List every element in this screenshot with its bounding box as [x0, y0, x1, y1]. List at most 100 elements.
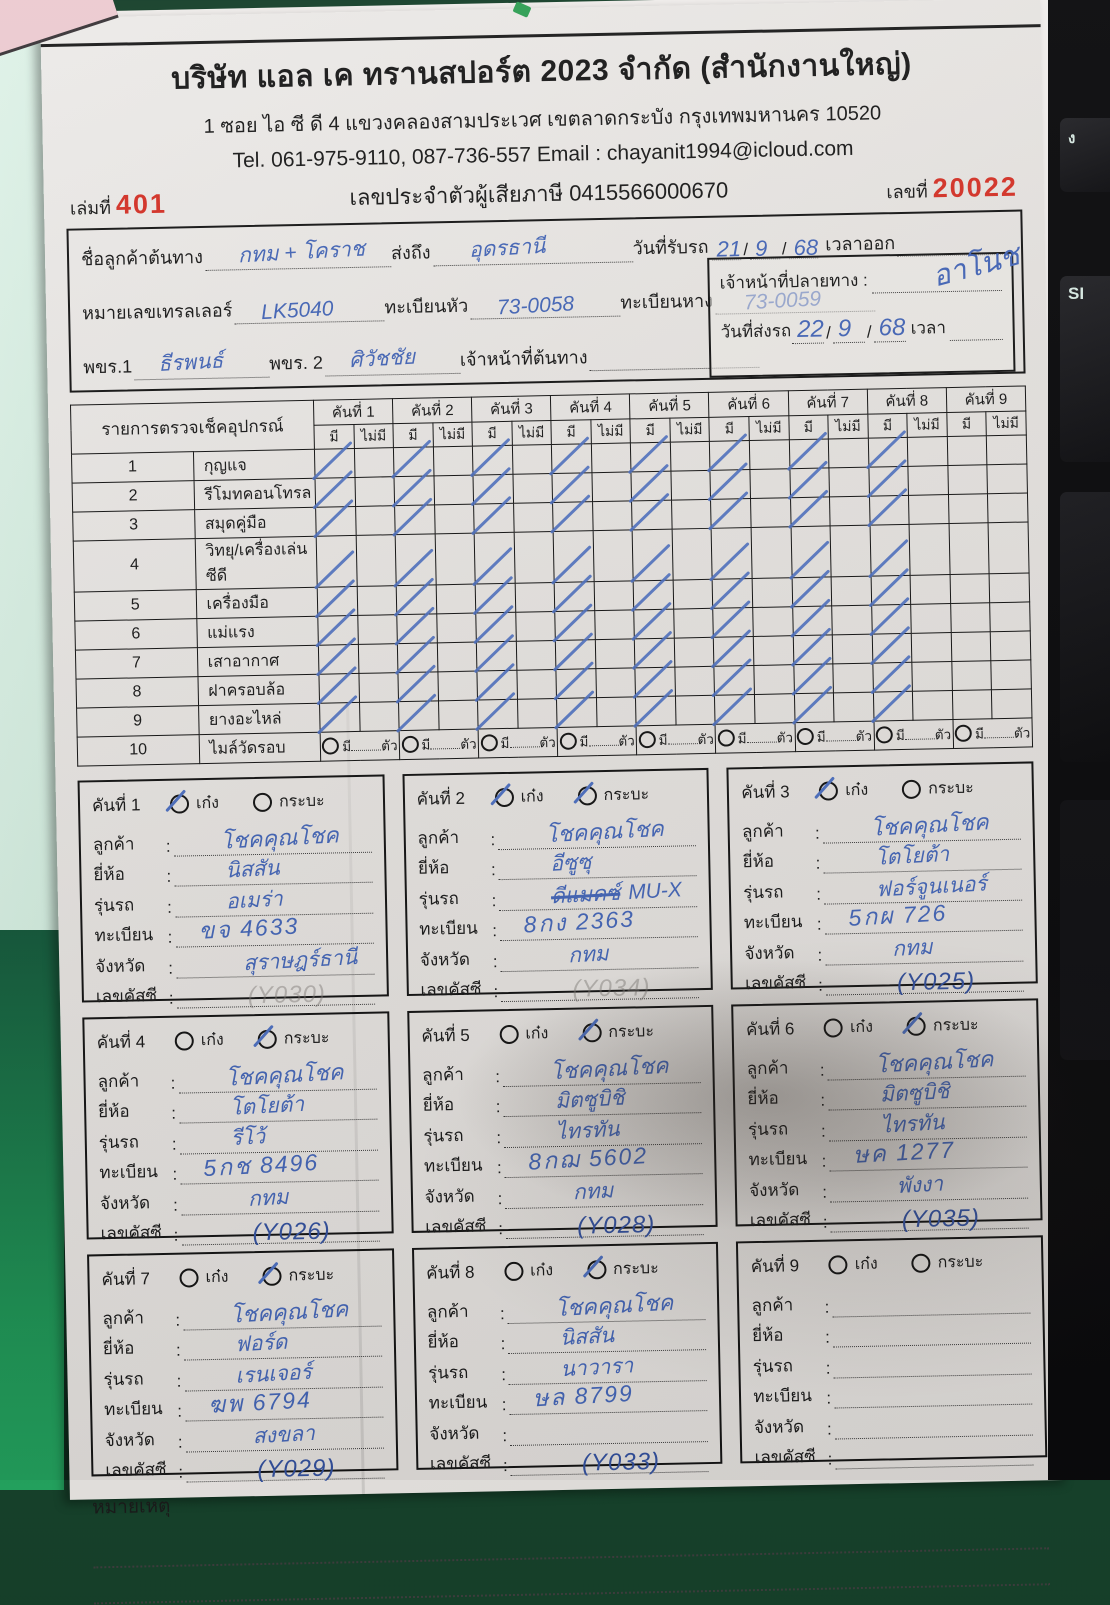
send-day-field: 22: [791, 316, 825, 345]
equipment-label: กุญแจ: [192, 449, 316, 481]
check-cell-nothave: [354, 476, 395, 507]
card-field-chassis: เลขคัสซี: (Y034): [420, 968, 700, 1004]
equipment-label: ยางอะไหล่: [198, 703, 321, 735]
field-line: กทม: [824, 935, 1024, 966]
field-line: (Y030): [176, 981, 375, 1009]
field-label: ทะเบียน: [748, 1149, 808, 1170]
nothave-col-header: ไม่มี: [907, 412, 948, 438]
colon: :: [490, 860, 496, 880]
field-value-brand: ฟอร์ด: [234, 1330, 289, 1357]
radio-icon: [954, 724, 973, 742]
keyboard-key: [1060, 800, 1110, 1060]
colon: :: [172, 1164, 178, 1184]
field-line: สุราษฎร์ธานี: [175, 946, 375, 979]
driver2-label: พขร. 2: [268, 352, 324, 374]
send-year-field: 68: [873, 314, 906, 343]
card-field-brand: ยี่ห้อ: มิตซูบิชิ: [422, 1083, 702, 1119]
field-label: จังหวัด: [424, 1186, 475, 1207]
sedan-option: เก๋ง: [179, 1265, 229, 1291]
send-day-value: 22: [796, 315, 825, 344]
pickup-option: กระบะ: [911, 1250, 983, 1276]
field-label: ยี่ห้อ: [747, 1088, 779, 1109]
check-mark: [572, 781, 594, 804]
card-title: คันที่ 4: [96, 1032, 146, 1053]
colon: :: [817, 975, 824, 995]
field-line: โชคคุณโชค: [497, 815, 697, 850]
field-line: [832, 1289, 1031, 1318]
field-label: จังหวัด: [744, 942, 795, 963]
sedan-option: เก๋ง: [174, 1028, 224, 1054]
radio-icon: [717, 729, 735, 747]
field-value-plate: 5กช 8496: [203, 1148, 321, 1182]
field-label: ยี่ห้อ: [93, 864, 126, 885]
radio-pickup-icon: [257, 1261, 282, 1286]
field-label: ทะเบียน: [419, 918, 478, 939]
vehicle-card: คันที่ 4 เก๋ง กระบะ ลูกค้า: โชคคุณโชค ยี่ห…: [82, 1011, 394, 1246]
row-number: 4: [73, 538, 196, 593]
check-cell-nothave: [911, 632, 952, 663]
check-cell-nothave: [829, 496, 870, 526]
check-cell-nothave: [754, 693, 795, 724]
vehicle-card: คันที่ 8 เก๋ง กระบะ ลูกค้า: โชคคุณโชค ยี่ห…: [411, 1241, 723, 1477]
check-cell-have: [471, 496, 514, 536]
row-number: 10: [77, 734, 200, 767]
equipment-label: สมุดคู่มือ: [194, 507, 317, 539]
radio-sedan-icon: [489, 782, 514, 808]
keyboard-key-label: ง: [1068, 130, 1076, 147]
field-label: ยี่ห้อ: [417, 858, 450, 878]
field-line: (Y028): [505, 1211, 705, 1240]
field-line: พังงา: [829, 1172, 1029, 1203]
colon: :: [819, 1060, 825, 1080]
pickup-label: กระบะ: [288, 1266, 335, 1285]
check-cell-nothave: [910, 574, 951, 605]
keyboard-key: [1060, 492, 1110, 762]
notes-section: หมายเหตุ: [92, 1473, 1050, 1605]
colon: :: [491, 890, 497, 910]
company-name: บริษัท แอล เค ทรานสปอร์ต 2023 จำกัด (สำน…: [170, 47, 912, 96]
field-label: ยี่ห้อ: [751, 1325, 784, 1346]
nothave-col-header: ไม่มี: [827, 414, 868, 439]
dotted-blank: [509, 735, 540, 748]
radio-sedan-icon: [499, 1024, 519, 1045]
card-field-province: จังหวัด: กทม: [420, 937, 699, 973]
card-field-brand: ยี่ห้อ: นิสสัน: [427, 1320, 707, 1356]
card-field-chassis: เลขคัสซี: (Y026): [100, 1211, 380, 1247]
check-cell-nothave: [513, 502, 554, 533]
colon: :: [177, 1432, 183, 1452]
colon: :: [177, 1401, 183, 1421]
check-cell-nothave: [753, 635, 794, 666]
dotted-blank: [825, 728, 856, 742]
field-value-province: กทม: [571, 1178, 614, 1204]
doc-number-value: 20022: [932, 171, 1019, 204]
check-cell-nothave: [907, 436, 948, 467]
row-number: 9: [76, 705, 199, 738]
vehicle-cards: คันที่ 1 เก๋ง กระบะ ลูกค้า: โชคคุณโชค ยี่ห…: [77, 761, 1048, 1483]
check-cell-nothave: [674, 666, 715, 697]
check-cell-nothave: [671, 499, 712, 530]
radio-pickup-icon: [577, 1018, 602, 1043]
vehicle-col-header: คันที่ 5: [629, 392, 710, 419]
colon: :: [175, 1310, 181, 1330]
check-cell-nothave: [433, 446, 474, 476]
colon: :: [825, 1358, 831, 1378]
radio-sedan-icon: [823, 1018, 844, 1038]
mileage-cell: มีตัว: [952, 717, 1033, 749]
colon: :: [826, 1388, 832, 1408]
field-value-customer: โชคคุณโชค: [229, 1295, 350, 1328]
card-field-customer: ลูกค้า: โชคคุณโชค: [742, 809, 1021, 845]
sedan-label: เก๋ง: [525, 1025, 549, 1043]
colon: :: [497, 1188, 503, 1208]
colon: :: [170, 1073, 176, 1093]
colon: :: [165, 836, 171, 856]
dotted-blank: [588, 733, 619, 747]
vehicle-col-header: คันที่ 7: [787, 389, 868, 416]
colon: :: [495, 1066, 501, 1086]
colon: :: [817, 945, 823, 965]
origin-staff-label: เจ้าหน้าที่ต้นทาง: [459, 347, 588, 370]
radio-pickup-icon: [252, 1024, 277, 1050]
field-value-province: กทม: [567, 941, 609, 967]
sedan-label: เก๋ง: [200, 1031, 224, 1050]
radio-icon: [559, 732, 577, 750]
trailer-field: LK5040: [234, 297, 385, 325]
dest-staff-row: เจ้าหน้าที่ปลายทาง : อาโนช: [719, 239, 1023, 297]
